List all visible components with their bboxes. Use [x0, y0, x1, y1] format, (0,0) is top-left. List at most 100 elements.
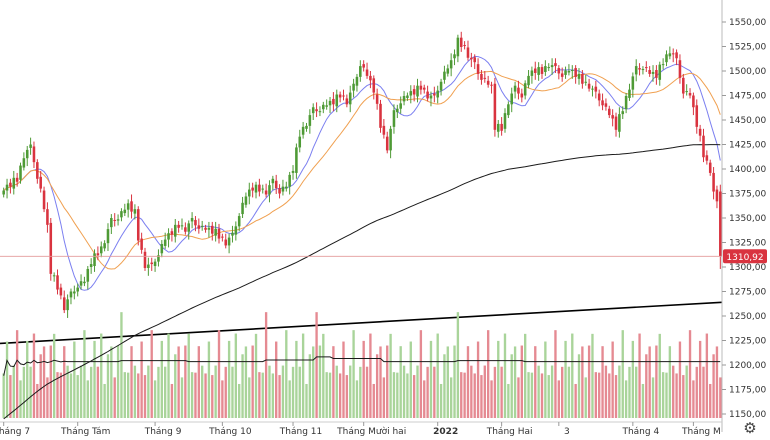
volume-bar — [221, 380, 224, 418]
volume-bar — [325, 372, 328, 418]
volume-bar — [719, 377, 722, 418]
volume-bar — [164, 366, 167, 418]
volume-bar — [133, 365, 137, 418]
volume-bar — [399, 346, 402, 418]
candle-body — [103, 243, 106, 249]
candle-body — [113, 219, 116, 221]
volume-bar — [110, 346, 113, 418]
candle-body — [248, 189, 251, 197]
volume-bar — [194, 372, 197, 418]
volume-bar — [217, 330, 221, 418]
volume-bar — [123, 372, 126, 418]
volume-bar — [69, 373, 73, 418]
candle-body — [392, 110, 396, 127]
volume-bar — [332, 346, 335, 418]
volume-bar — [328, 372, 332, 418]
candle-body — [601, 100, 604, 106]
candle-body — [227, 237, 231, 246]
volume-bar — [338, 373, 342, 418]
volume-bar — [631, 340, 635, 418]
volume-bar — [379, 346, 382, 418]
candle-body — [557, 68, 561, 74]
volume-bar — [79, 365, 83, 418]
candle-body — [634, 66, 638, 75]
volume-bar — [594, 372, 598, 418]
candle-body — [560, 73, 564, 77]
candle-body — [126, 203, 130, 210]
volume-bar — [271, 373, 275, 418]
candle-body — [584, 81, 588, 83]
gear-icon[interactable]: ⚙ — [743, 419, 757, 437]
volume-bar — [621, 330, 624, 418]
candle-body — [123, 209, 127, 214]
volume-bar — [497, 340, 500, 418]
candle-body — [426, 91, 429, 99]
volume-bar — [59, 372, 63, 418]
candle-body — [170, 231, 174, 235]
volume-bar — [241, 354, 244, 418]
volume-bar — [9, 375, 12, 418]
candle-body — [177, 224, 180, 228]
candle-body — [698, 128, 702, 136]
time-tick-label: Tháng 7 — [0, 427, 30, 437]
candle-body — [379, 103, 382, 128]
candle-body — [207, 227, 211, 230]
candle-body — [96, 253, 100, 256]
volume-bar — [224, 366, 227, 418]
volume-bar — [345, 375, 349, 418]
volume-bar — [234, 333, 238, 418]
candle-body — [587, 83, 591, 89]
volume-bar — [658, 333, 661, 418]
volume-bar — [587, 345, 591, 418]
candle-body — [523, 83, 527, 96]
candle-body — [705, 155, 709, 161]
volume-bar — [389, 333, 392, 418]
volume-bar — [275, 341, 278, 418]
volume-bar — [540, 373, 544, 418]
candle-body — [285, 186, 288, 189]
candle-body — [335, 94, 339, 107]
price-tick-label: 1175,00 — [729, 386, 766, 396]
volume-bar — [668, 346, 672, 418]
candle-body — [184, 227, 187, 232]
price-tick-label: 1275,00 — [729, 288, 766, 298]
price-tick-label: 1150,00 — [729, 410, 766, 420]
candle-body — [308, 115, 312, 126]
volume-bar — [204, 373, 207, 418]
time-tick-label: Tháng Tám — [60, 427, 110, 437]
candle-body — [86, 268, 90, 282]
volume-bar — [513, 346, 517, 418]
candle-body — [2, 190, 5, 195]
volume-bar — [177, 346, 180, 418]
volume-bar — [695, 366, 698, 418]
volume-bar — [547, 375, 550, 418]
candle-body — [628, 89, 631, 98]
candle-body — [254, 184, 258, 193]
volume-bar — [36, 383, 39, 418]
volume-bar — [375, 354, 379, 418]
candle-body — [153, 261, 157, 267]
volume-bar — [22, 366, 26, 418]
candle-body — [429, 95, 433, 99]
volume-bar — [305, 383, 308, 418]
volume-bar — [96, 366, 100, 418]
candle-body — [708, 162, 712, 173]
candle-body — [449, 60, 453, 69]
volume-bar — [443, 354, 446, 418]
candle-body — [52, 275, 56, 277]
price-tick-label: 1475,00 — [729, 92, 766, 102]
candle-body — [459, 37, 463, 47]
candle-body — [466, 47, 470, 58]
candle-body — [120, 211, 123, 218]
time-tick-label: Tháng Hai — [486, 427, 533, 437]
volume-bar — [618, 365, 621, 418]
candle-body — [46, 209, 49, 225]
candle-body — [500, 123, 503, 131]
time-tick-label: 3 — [564, 427, 570, 437]
volume-bar — [167, 333, 170, 418]
candle-body — [436, 90, 439, 98]
candle-body — [157, 255, 160, 262]
trendline — [0, 301, 723, 345]
